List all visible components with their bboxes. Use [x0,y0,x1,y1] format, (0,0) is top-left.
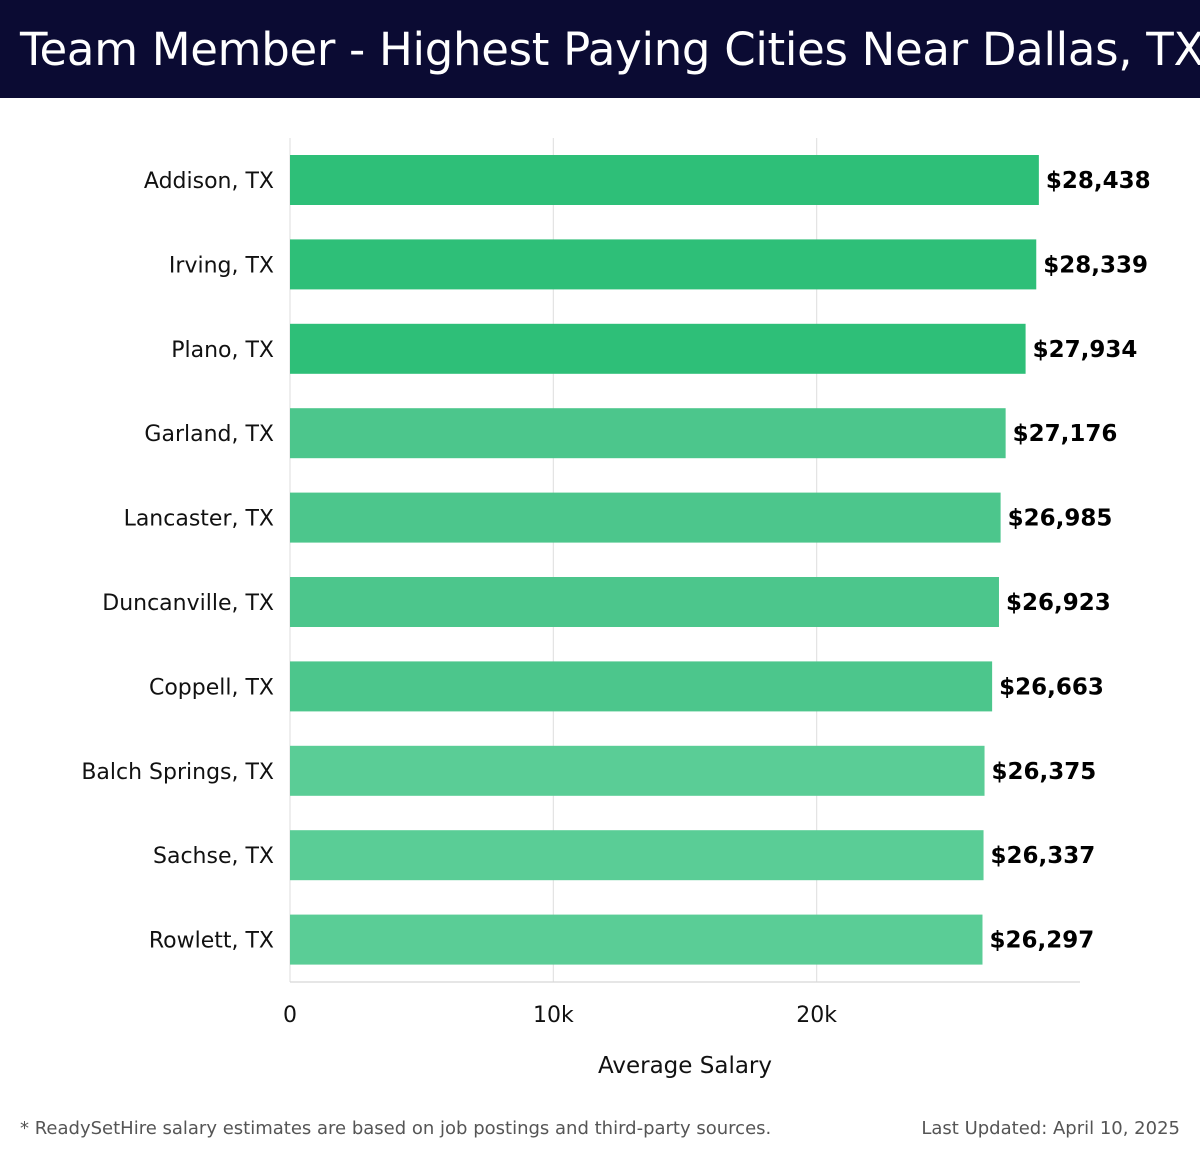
value-label: $26,985 [1008,506,1113,532]
category-label: Duncanville, TX [102,591,274,616]
value-label: $27,176 [1013,421,1118,447]
value-label: $26,337 [991,843,1096,869]
value-label: $26,663 [999,674,1104,700]
chart-title: Team Member - Highest Paying Cities Near… [20,23,1200,76]
bar [290,661,993,712]
category-label: Balch Springs, TX [81,760,274,785]
category-label: Plano, TX [171,338,274,363]
bar [290,745,985,796]
x-tick-label: 0 [283,1003,297,1028]
category-label: Addison, TX [144,169,274,194]
x-axis-title: Average Salary [598,1053,772,1079]
footer-note: * ReadySetHire salary estimates are base… [20,1118,772,1139]
value-label: $28,339 [1043,252,1148,278]
bar [290,492,1001,543]
category-label: Irving, TX [169,253,274,278]
chart-header: Team Member - Highest Paying Cities Near… [0,0,1200,98]
bar [290,577,999,627]
category-label: Coppell, TX [149,675,274,700]
category-label: Sachse, TX [153,844,274,869]
last-updated: Last Updated: April 10, 2025 [921,1118,1180,1139]
bar [290,830,984,881]
bar [290,408,1006,459]
value-label: $28,438 [1046,168,1151,194]
bar [290,239,1037,290]
bar [290,155,1039,205]
bar [290,914,983,965]
value-label: $27,934 [1033,337,1138,363]
category-label: Garland, TX [144,422,274,447]
category-label: Rowlett, TX [149,929,274,954]
x-tick-label: 20k [796,1003,837,1028]
value-label: $26,297 [989,928,1094,954]
x-tick-label: 10k [533,1003,574,1028]
bar [290,323,1026,374]
value-label: $26,375 [992,759,1097,785]
category-label: Lancaster, TX [124,507,274,532]
value-label: $26,923 [1006,590,1111,616]
